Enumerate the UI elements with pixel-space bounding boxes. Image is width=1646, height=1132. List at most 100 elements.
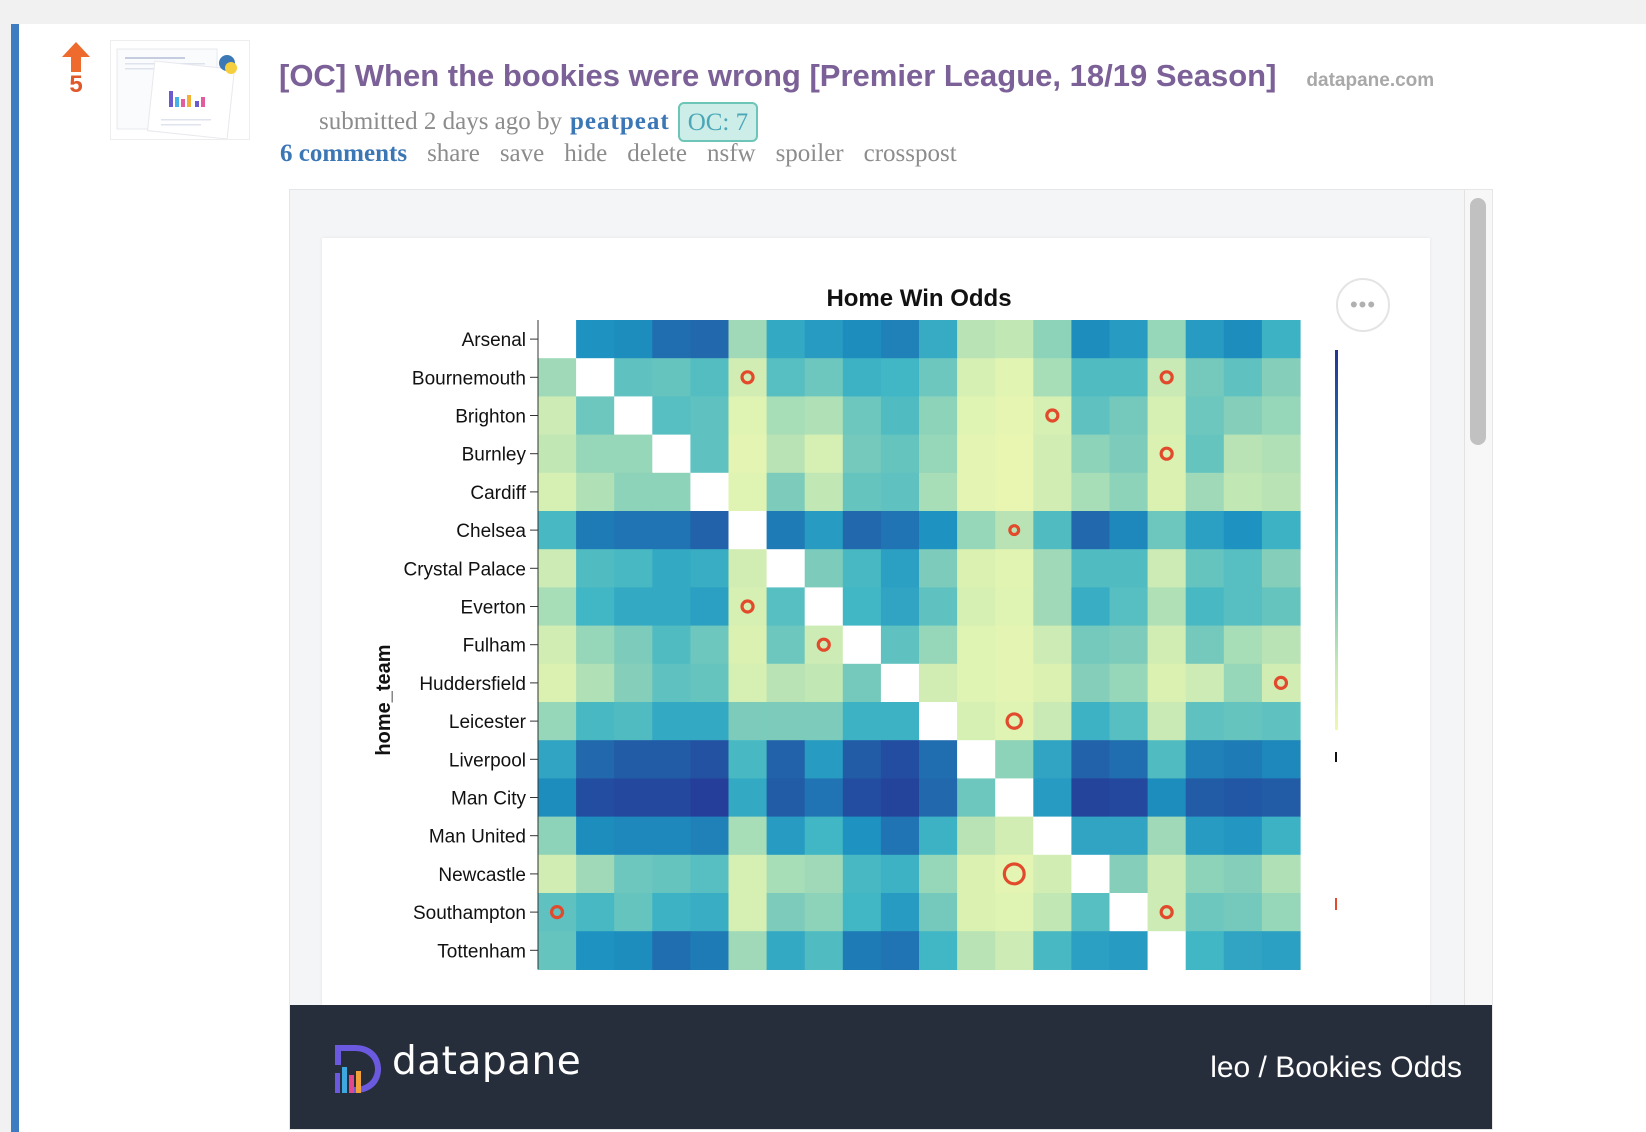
heatmap-cell [1147,587,1187,627]
heatmap-cell [995,396,1034,436]
heatmap-cell [576,396,615,436]
heatmap-cell [919,549,958,588]
heatmap-cell [728,740,768,779]
heatmap-cell [1109,549,1149,588]
upvote-arrow-icon[interactable] [59,40,93,74]
submitted-text: submitted 2 days ago by [319,108,563,135]
more-options-button[interactable]: ••• [1336,278,1390,332]
post-domain[interactable]: datapane.com [1306,70,1435,91]
heatmap-cell [1147,816,1187,856]
heatmap-cell [1033,893,1072,932]
delete-link[interactable]: delete [627,140,687,167]
heatmap-cell [1033,511,1072,550]
heatmap-cell [804,320,844,359]
heatmap-cell [652,320,691,359]
heatmap-cell [690,702,730,741]
chart-card: Home Win Odds Arsenal Bournemouth Brighton B… [322,238,1430,1018]
heatmap-cell [766,549,806,588]
heatmap-cell [1033,740,1072,779]
heatmap-cell [842,740,882,779]
y-tick-label: Newcastle [438,865,526,886]
heatmap-cell [652,778,691,818]
heatmap-cell [538,740,577,779]
heatmap-cell [614,511,653,550]
share-link[interactable]: share [427,140,480,167]
heatmap-cell [614,396,653,436]
heatmap-cell [728,396,768,436]
heatmap-cell [614,358,653,397]
heatmap-cell [652,702,691,741]
heatmap-cell [1071,931,1111,970]
crosspost-link[interactable]: crosspost [863,140,957,167]
embed-scrollbar[interactable] [1464,190,1492,1005]
heatmap-cell [842,816,882,856]
heatmap-cell [880,854,920,894]
post-title[interactable]: [OC] When the bookies were wrong [Premie… [279,58,1277,93]
heatmap-cell [919,702,958,741]
post-entry: 5 [OC] When the bookies were wrong [Prem… [11,24,1646,1132]
heatmap-cell [1185,549,1225,588]
heatmap-cell [880,320,920,359]
heatmap-cell [614,893,653,932]
datapane-logo-icon[interactable] [331,1043,383,1095]
report-name[interactable]: leo / Bookies Odds [1210,1051,1462,1084]
upset-marker [816,637,831,652]
heatmap-cell [804,549,844,588]
heatmap-cell [690,358,730,397]
heatmap-cell [576,816,615,856]
heatmap-cell [728,625,768,665]
heatmap-cell [804,358,844,397]
heatmap-cell [576,893,615,932]
upset-marker [740,599,755,614]
heatmap-cell [995,472,1034,512]
heatmap-cell [690,587,730,627]
heatmap-cell [1071,778,1111,818]
upset-marker [549,904,565,920]
heatmap-cell [1071,320,1111,359]
heatmap-cell [1033,625,1072,665]
nsfw-link[interactable]: nsfw [706,140,756,167]
heatmap-cell [842,702,882,741]
heatmap-cell [652,549,691,588]
heatmap-cell [995,740,1034,779]
post-thumbnail[interactable] [110,40,250,140]
heatmap-cell [538,396,577,436]
heatmap-cell [1261,472,1301,512]
heatmap-cell [766,396,806,436]
heatmap-cell [957,702,996,741]
author-link[interactable]: peatpeat [570,108,670,135]
heatmap-cell [690,549,730,588]
heatmap-cell [995,854,1034,894]
y-tick-label: Leicester [449,712,527,733]
heatmap-cell [728,358,768,397]
heatmap-cell [1033,778,1072,818]
heatmap-cell [957,549,996,588]
upset-marker [1008,524,1021,537]
heatmap-cell [804,396,844,436]
heatmap-cell [1147,854,1187,894]
heatmap-cell [842,396,882,436]
hide-link[interactable]: hide [564,140,608,167]
heatmap-cell [842,549,882,588]
legend-marker [1335,898,1337,910]
heatmap-cell [538,587,577,627]
heatmap-cell [804,663,844,703]
heatmap-cell [1109,472,1149,512]
scrollbar-thumb[interactable] [1470,198,1486,445]
save-link[interactable]: save [499,140,545,167]
heatmap-cell [576,663,615,703]
heatmap-cell [804,434,844,474]
spoiler-link[interactable]: spoiler [775,140,844,167]
heatmap-cell [1223,587,1263,627]
heatmap-cell [690,893,730,932]
heatmap-cell [995,587,1034,627]
comments-link[interactable]: 6 comments [280,140,408,167]
heatmap-cell [1223,511,1263,550]
heatmap-cell [690,434,730,474]
heatmap-cell [1033,396,1072,436]
heatmap-cell [690,625,730,665]
heatmap-cell [1147,396,1187,436]
heatmap-cell [1185,816,1225,856]
heatmap-cell [1223,663,1263,703]
heatmap-cell [576,625,615,665]
